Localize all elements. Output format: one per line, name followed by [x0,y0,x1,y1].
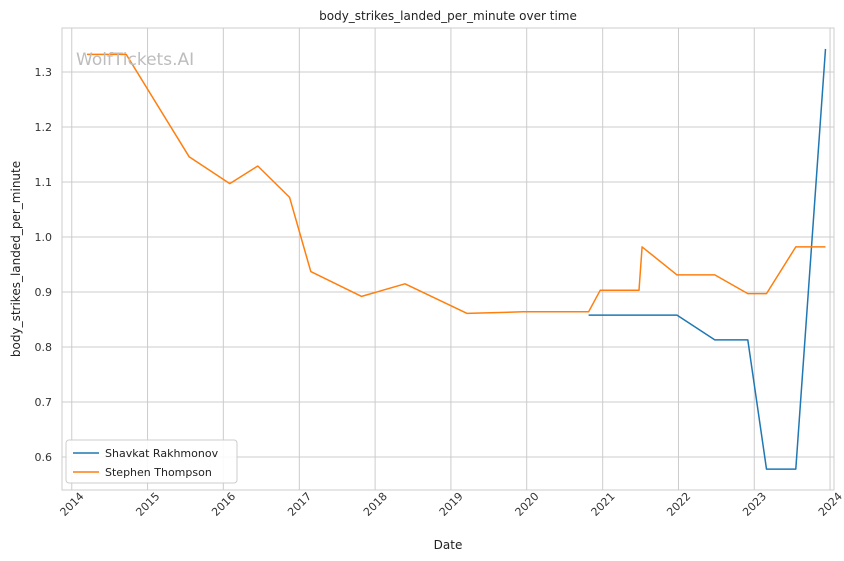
x-tick-label: 2018 [361,490,390,519]
y-tick-label: 1.1 [35,176,53,189]
x-axis-title: Date [434,538,463,552]
series-line-stephen-thompson [86,53,826,315]
x-tick-label: 2017 [285,490,314,519]
x-tick-labels: 2014 2015 2016 2017 2018 2019 2020 2021 2022 2023… [58,490,844,519]
y-tick-labels: 0.6 0.7 0.8 0.9 1.0 1.1 1.2 1.3 [35,66,53,464]
y-tick-label: 0.8 [35,341,53,354]
chart-title: body_strikes_landed_per_minute over time [319,9,577,23]
x-tick-label: 2019 [437,490,466,519]
series-line-shavkat-rakhmonov [588,48,827,470]
x-tick-label: 2023 [740,490,769,519]
y-tick-label: 0.6 [35,451,53,464]
legend: Shavkat Rakhmonov Stephen Thompson [65,439,238,484]
y-tick-label: 0.7 [35,396,53,409]
y-tick-label: 1.2 [35,121,53,134]
legend-label-stephen-thompson: Stephen Thompson [105,466,212,479]
y-tick-label: 0.9 [35,286,53,299]
x-tick-label: 2016 [209,490,238,519]
legend-label-shavkat-rakhmonov: Shavkat Rakhmonov [105,447,219,460]
x-tick-label: 2022 [664,490,693,519]
y-tick-label: 1.0 [35,231,53,244]
x-tick-label: 2024 [816,490,844,519]
series-lines [86,48,827,470]
watermark: WolfTickets.AI [76,50,194,70]
y-tick-label: 1.3 [35,66,53,79]
x-tick-label: 2021 [589,490,618,519]
y-axis-title: body_strikes_landed_per_minute [9,161,23,357]
x-tick-label: 2015 [133,490,162,519]
plot-area [61,27,835,491]
x-tick-label: 2014 [58,490,87,519]
legend-box [65,439,238,484]
x-tick-label: 2020 [513,490,542,519]
